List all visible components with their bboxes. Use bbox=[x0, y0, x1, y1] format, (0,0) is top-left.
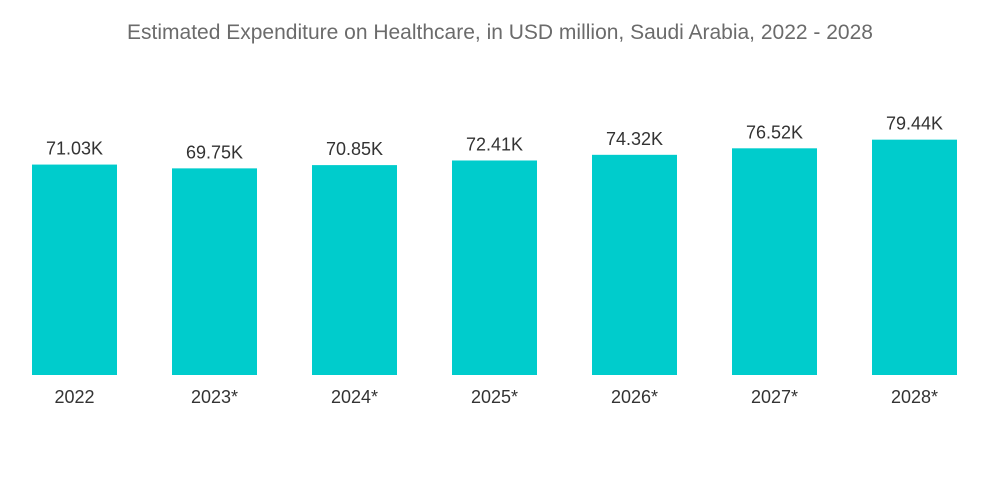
data-label-2027: 76.52K bbox=[746, 122, 803, 142]
bar-2026 bbox=[592, 154, 677, 375]
chart-title: Estimated Expenditure on Healthcare, in … bbox=[127, 21, 873, 44]
bar-2025 bbox=[452, 160, 537, 375]
bar-2024 bbox=[312, 165, 397, 375]
x-tick-label-2028: 2028* bbox=[891, 387, 938, 407]
bar-2022 bbox=[32, 164, 117, 375]
x-tick-label-2022: 2022 bbox=[54, 387, 94, 407]
bar-2023 bbox=[172, 168, 257, 375]
x-tick-label-2023: 2023* bbox=[191, 387, 238, 407]
x-tick-label-2026: 2026* bbox=[611, 387, 658, 407]
bar-2028 bbox=[872, 139, 957, 375]
data-label-2022: 71.03K bbox=[46, 139, 103, 159]
x-tick-label-2024: 2024* bbox=[331, 387, 378, 407]
value-labels-group: 71.03K 69.75K 70.85K 72.41K 74.32K 76.52K 79.4… bbox=[46, 114, 943, 163]
bar-2027 bbox=[732, 148, 817, 375]
bars-group bbox=[32, 139, 957, 375]
data-label-2024: 70.85K bbox=[326, 139, 383, 159]
x-axis-ticks-group: 2022 2023* 2024* 2025* 2026* 2027* 2028* bbox=[54, 387, 938, 407]
data-label-2025: 72.41K bbox=[466, 134, 523, 154]
x-tick-label-2027: 2027* bbox=[751, 387, 798, 407]
x-tick-label-2025: 2025* bbox=[471, 387, 518, 407]
data-label-2026: 74.32K bbox=[606, 129, 663, 149]
data-label-2028: 79.44K bbox=[886, 114, 943, 134]
data-label-2023: 69.75K bbox=[186, 142, 243, 162]
